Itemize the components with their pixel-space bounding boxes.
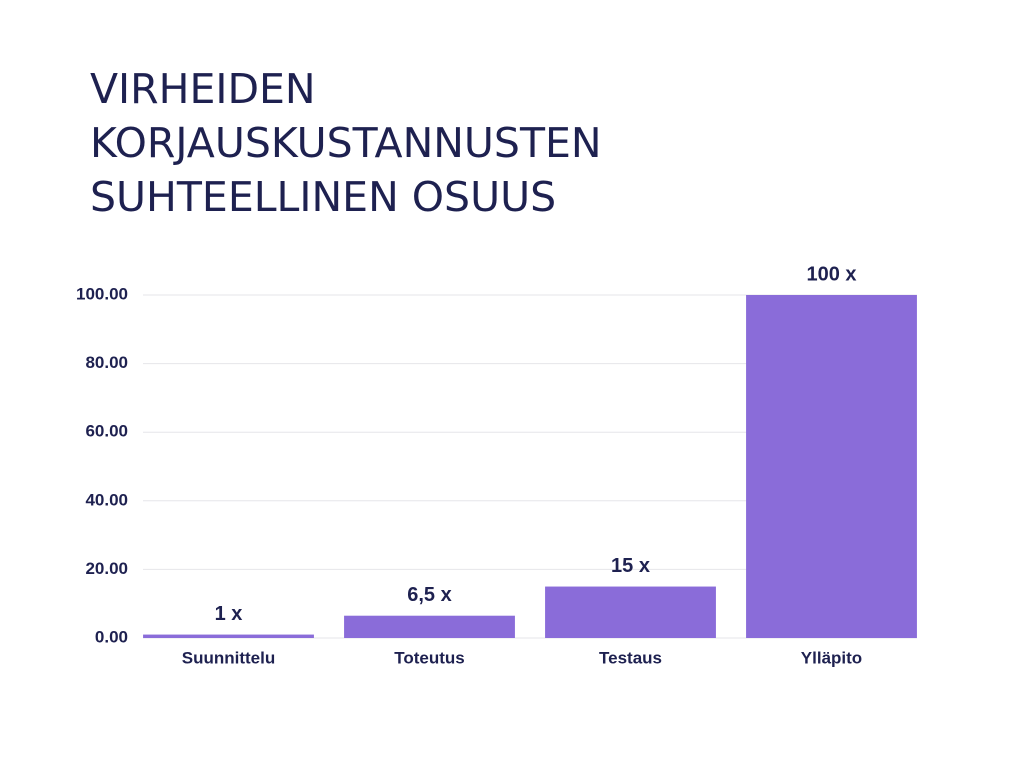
chart-title: VIRHEIDEN KORJAUSKUSTANNUSTEN SUHTEELLIN… <box>90 65 602 221</box>
y-tick-label: 60.00 <box>85 422 128 441</box>
value-label: 15 x <box>611 555 650 577</box>
bar <box>545 586 716 638</box>
x-tick-label: Toteutus <box>394 648 465 667</box>
y-tick-label: 20.00 <box>85 559 128 578</box>
y-tick-label: 40.00 <box>85 490 128 509</box>
bar <box>143 634 314 638</box>
bar <box>344 615 515 638</box>
x-tick-label: Suunnittelu <box>182 648 275 667</box>
y-tick-label: 0.00 <box>95 627 128 646</box>
y-tick-label: 80.00 <box>85 353 128 372</box>
value-label: 100 x <box>806 263 856 285</box>
value-label: 1 x <box>215 603 243 625</box>
y-tick-label: 100.00 <box>76 284 128 303</box>
x-tick-label: Ylläpito <box>801 648 862 667</box>
value-label: 6,5 x <box>407 584 451 606</box>
bar <box>746 295 917 638</box>
x-tick-label: Testaus <box>599 648 662 667</box>
